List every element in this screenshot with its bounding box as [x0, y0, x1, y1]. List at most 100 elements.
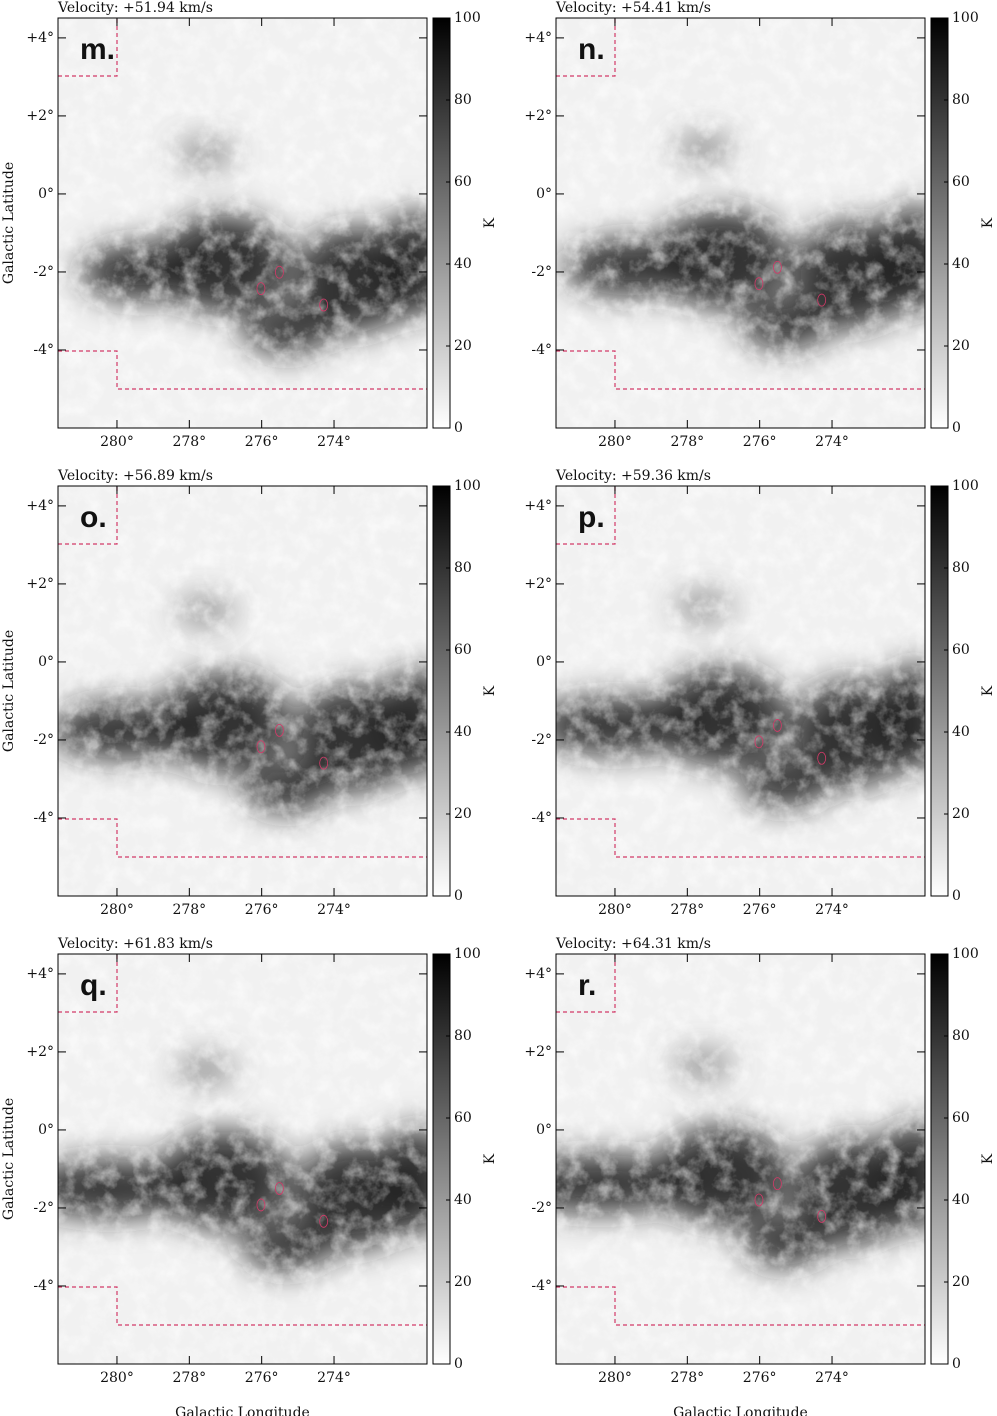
x-tick-label: 276°: [245, 1370, 279, 1386]
y-tick-label: +4°: [26, 966, 54, 982]
y-tick-label: +4°: [524, 30, 552, 46]
colorbar: [432, 953, 451, 1365]
panel-title: Velocity: +51.94 km/s: [57, 0, 213, 16]
intensity-map: [556, 954, 925, 1364]
y-tick-label: -2°: [33, 264, 54, 280]
y-tick-label: 0°: [38, 186, 54, 202]
contour: [817, 751, 827, 765]
colorbar-tick-label: 0: [952, 1356, 961, 1372]
colorbar-tick-label: 80: [454, 1028, 472, 1044]
x-axis-label: Galactic Longitude: [175, 1405, 310, 1416]
panel-label: n.: [578, 33, 605, 66]
panel-title: Velocity: +64.31 km/s: [555, 936, 711, 952]
y-axis-label: Galactic Latitude: [1, 162, 17, 284]
intensity-map: [58, 486, 427, 896]
y-tick-label: +4°: [524, 966, 552, 982]
plot-frame: [57, 485, 428, 897]
y-tick-label: -2°: [33, 732, 54, 748]
x-tick-label: 274°: [317, 434, 351, 450]
contour: [256, 1198, 266, 1212]
contour: [319, 1214, 329, 1228]
contour: [274, 1182, 284, 1195]
panel: 280° 278° 276° 274° +4° +2° 0° -2° -4° Velocity: …: [524, 936, 996, 1416]
y-tick-label: +2°: [26, 108, 54, 124]
x-tick-label: 274°: [815, 1370, 849, 1386]
x-tick-label: 280°: [598, 902, 632, 918]
panel: 280° 278° 276° 274° +4° +2° 0° -2° -4° Velocity: …: [524, 0, 996, 450]
colorbar-label: K: [980, 685, 996, 696]
x-tick-label: 278°: [172, 902, 206, 918]
colorbar-tick-label: 0: [454, 1356, 463, 1372]
colorbar: [930, 953, 949, 1365]
x-tick-label: 274°: [317, 902, 351, 918]
x-tick-label: 276°: [743, 902, 777, 918]
y-tick-label: -2°: [33, 1200, 54, 1216]
intensity-map: [58, 954, 427, 1364]
y-tick-label: 0°: [38, 654, 54, 670]
colorbar-tick-label: 40: [952, 724, 970, 740]
plot-frame: [555, 17, 926, 429]
plot-frame: [57, 953, 428, 1365]
x-tick-label: 280°: [100, 1370, 134, 1386]
colorbar-tick-label: 80: [454, 92, 472, 108]
contour: [274, 723, 284, 737]
colorbar-tick-label: 0: [454, 420, 463, 436]
x-tick-label: 280°: [598, 1370, 632, 1386]
y-tick-label: -2°: [531, 732, 552, 748]
x-tick-label: 280°: [100, 434, 134, 450]
colorbar-tick-label: 20: [454, 338, 472, 354]
plot-frame: [555, 953, 926, 1365]
survey-boundary: [556, 954, 616, 1013]
x-tick-label: 276°: [245, 434, 279, 450]
colorbar-tick-label: 60: [454, 1110, 472, 1126]
colorbar: [432, 485, 451, 897]
y-tick-label: +4°: [524, 498, 552, 514]
panel-title: Velocity: +54.41 km/s: [555, 0, 711, 16]
colorbar-tick-label: 40: [952, 1192, 970, 1208]
colorbar-tick-label: 60: [952, 642, 970, 658]
colorbar-tick-label: 100: [952, 10, 979, 26]
y-tick-label: -4°: [33, 1278, 54, 1294]
panel-label: m.: [80, 33, 115, 66]
y-tick-label: +2°: [26, 1044, 54, 1060]
survey-boundary: [556, 1286, 925, 1326]
colorbar-tick-label: 80: [952, 92, 970, 108]
survey-boundary: [58, 954, 118, 1013]
plot-frame: [57, 17, 428, 429]
y-tick-label: +2°: [524, 1044, 552, 1060]
panel-title: Velocity: +56.89 km/s: [57, 468, 213, 484]
x-tick-label: 278°: [670, 1370, 704, 1386]
contour: [754, 1193, 764, 1207]
colorbar-tick-label: 40: [952, 256, 970, 272]
intensity-map: [556, 18, 925, 428]
colorbar-tick-label: 60: [454, 174, 472, 190]
panel: 280° 278° 276° 274° +4° +2° 0° -2° -4° Velocity: …: [524, 468, 996, 918]
y-tick-label: +2°: [26, 576, 54, 592]
colorbar-tick-label: 60: [952, 174, 970, 190]
contour: [773, 260, 782, 274]
panel-title: Velocity: +61.83 km/s: [57, 936, 213, 952]
colorbar-tick-label: 100: [454, 478, 481, 494]
panel-label: o.: [80, 501, 107, 534]
survey-boundary: [556, 18, 616, 77]
colorbar-tick-label: 100: [454, 946, 481, 962]
survey-boundary: [556, 818, 925, 858]
y-tick-label: -4°: [531, 342, 552, 358]
contour: [773, 1177, 782, 1190]
y-axis-label: Galactic Latitude: [1, 630, 17, 752]
y-tick-label: -2°: [531, 1200, 552, 1216]
colorbar-tick-label: 20: [952, 1274, 970, 1290]
contour: [817, 293, 827, 307]
contour: [773, 719, 782, 732]
intensity-map: [556, 486, 925, 896]
x-tick-label: 276°: [743, 1370, 777, 1386]
x-tick-label: 278°: [172, 1370, 206, 1386]
panel-title: Velocity: +59.36 km/s: [555, 468, 711, 484]
y-tick-label: -4°: [531, 1278, 552, 1294]
y-tick-label: +2°: [524, 576, 552, 592]
colorbar-tick-label: 0: [952, 420, 961, 436]
survey-boundary: [58, 818, 427, 858]
x-tick-label: 276°: [245, 902, 279, 918]
colorbar-tick-label: 80: [952, 560, 970, 576]
colorbar-tick-label: 20: [952, 338, 970, 354]
